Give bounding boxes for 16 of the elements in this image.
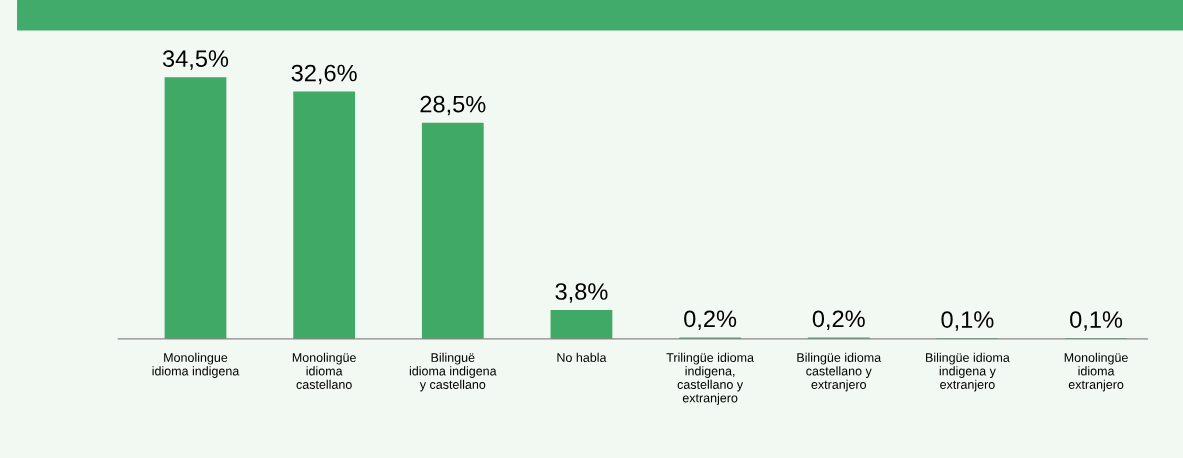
data-label: 0,1%	[941, 311, 994, 331]
data-label: 0,2%	[684, 310, 737, 330]
data-label: 0,2%	[812, 310, 865, 330]
x-tick-label: Bilingüe idioma indigena y extranjero	[926, 352, 1010, 392]
data-label: 3,8%	[555, 283, 608, 303]
data-label: 0,1%	[1070, 311, 1123, 331]
x-tick-label: No habla	[557, 352, 607, 362]
data-label: 32,6%	[291, 64, 357, 85]
data-label: 28,5%	[420, 95, 486, 116]
x-tick-label: Monolingüe idioma extranjero	[1064, 352, 1128, 392]
x-tick-label: Monolingue idioma indigena	[152, 352, 240, 378]
x-tick-label: Bilinguë idioma indigena y castellano	[409, 352, 497, 392]
x-tick-label: Trilingüe idioma indigena, castellano y extranjero	[666, 352, 754, 405]
x-tick-label: Bilingüe idioma castellano y extranjero	[797, 352, 882, 392]
x-tick-label: Monolingüe idioma castellano	[292, 352, 356, 389]
data-label: 34,5%	[162, 50, 229, 70]
